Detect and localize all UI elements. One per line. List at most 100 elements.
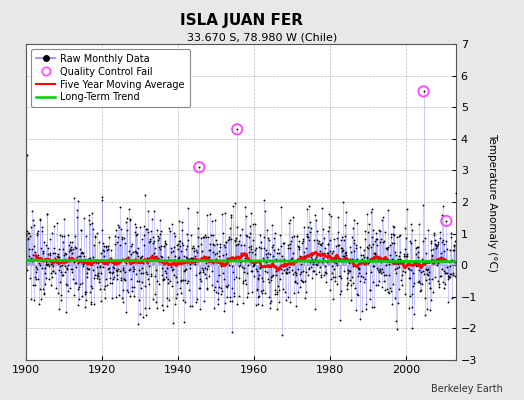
Point: [52, 285, 60, 291]
Point: [82, 297, 91, 303]
Point: [392, 318, 400, 324]
Point: [310, 256, 319, 262]
Point: [142, 269, 150, 276]
Point: [248, 268, 256, 274]
Point: [85, 212, 93, 219]
Point: [81, 256, 89, 262]
Point: [141, 226, 150, 232]
Point: [69, 276, 77, 282]
Point: [365, 221, 373, 227]
Point: [242, 213, 250, 219]
Point: [421, 260, 429, 267]
Point: [284, 241, 292, 248]
Point: [76, 281, 84, 287]
Point: [204, 254, 213, 260]
Point: [397, 259, 405, 265]
Point: [381, 271, 390, 278]
Point: [333, 280, 341, 287]
Point: [75, 252, 84, 259]
Point: [104, 246, 113, 252]
Point: [287, 238, 296, 244]
Point: [252, 302, 260, 308]
Point: [27, 255, 35, 261]
Point: [386, 252, 395, 258]
Point: [364, 260, 372, 266]
Point: [54, 254, 63, 260]
Point: [154, 232, 162, 239]
Point: [227, 328, 236, 335]
Point: [202, 260, 210, 266]
Point: [234, 263, 243, 269]
Point: [133, 230, 141, 237]
Point: [427, 238, 435, 244]
Point: [258, 275, 267, 282]
Point: [233, 254, 242, 260]
Point: [97, 270, 105, 277]
Point: [336, 236, 345, 243]
Point: [378, 269, 387, 276]
Point: [172, 279, 181, 285]
Point: [447, 234, 456, 240]
Point: [272, 256, 280, 262]
Point: [111, 240, 119, 247]
Point: [127, 243, 135, 250]
Point: [289, 213, 298, 220]
Point: [293, 233, 302, 239]
Point: [252, 266, 260, 272]
Point: [380, 272, 388, 278]
Point: [123, 214, 132, 221]
Point: [136, 285, 145, 292]
Point: [367, 269, 376, 275]
Point: [128, 241, 136, 247]
Point: [236, 231, 244, 238]
Point: [268, 273, 276, 279]
Point: [110, 260, 118, 267]
Point: [233, 126, 242, 132]
Point: [342, 285, 351, 292]
Point: [396, 256, 405, 262]
Point: [247, 210, 255, 216]
Point: [246, 246, 255, 252]
Point: [127, 276, 136, 282]
Point: [352, 242, 360, 248]
Point: [313, 237, 321, 243]
Point: [36, 216, 45, 223]
Point: [325, 211, 334, 218]
Point: [26, 275, 34, 281]
Point: [358, 257, 367, 264]
Point: [345, 268, 353, 274]
Point: [405, 275, 413, 282]
Point: [429, 289, 437, 296]
Point: [242, 231, 250, 238]
Point: [319, 226, 328, 232]
Point: [198, 257, 206, 264]
Point: [333, 235, 342, 242]
Point: [126, 292, 134, 299]
Point: [265, 236, 274, 243]
Point: [29, 256, 37, 262]
Point: [321, 270, 330, 276]
Point: [379, 214, 388, 220]
Point: [205, 211, 214, 218]
Point: [272, 289, 281, 295]
Point: [94, 272, 103, 279]
Point: [285, 268, 293, 275]
Point: [93, 272, 101, 279]
Point: [92, 275, 101, 282]
Point: [71, 232, 79, 239]
Point: [163, 295, 171, 302]
Point: [192, 246, 200, 253]
Point: [227, 212, 235, 218]
Point: [41, 274, 50, 281]
Point: [147, 252, 156, 259]
Point: [330, 236, 338, 242]
Point: [54, 254, 62, 260]
Point: [132, 224, 140, 230]
Point: [278, 270, 286, 276]
Point: [189, 243, 198, 249]
Point: [391, 295, 400, 301]
Point: [249, 261, 258, 267]
Point: [314, 257, 323, 264]
Point: [442, 218, 451, 224]
Point: [354, 273, 363, 280]
